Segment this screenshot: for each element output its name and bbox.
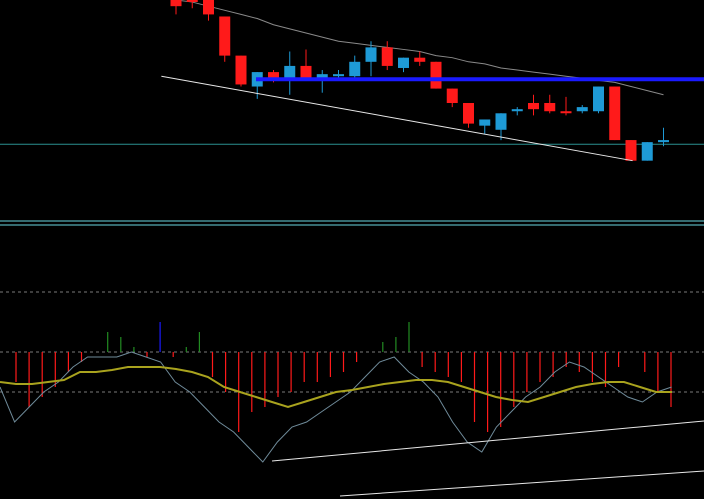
candle-body <box>609 86 621 141</box>
candle <box>528 94 539 116</box>
candle-body <box>316 74 328 81</box>
support-trendline <box>161 75 633 162</box>
candle-body <box>495 113 507 130</box>
candle <box>593 86 604 114</box>
candle-body <box>430 61 442 89</box>
candle <box>284 51 296 95</box>
candle-body <box>576 107 588 112</box>
candle <box>609 86 621 141</box>
candle <box>365 41 377 77</box>
candle-body <box>300 65 312 79</box>
candle <box>495 113 507 141</box>
candle-body <box>593 86 604 112</box>
candle-body <box>625 140 637 161</box>
candle <box>544 94 556 114</box>
candle <box>235 55 247 87</box>
candle-body <box>560 111 572 114</box>
signal-line <box>0 366 672 409</box>
candle <box>446 88 458 108</box>
candle <box>381 41 393 71</box>
candle <box>398 57 409 73</box>
candle-body <box>658 140 669 143</box>
candle <box>170 0 182 15</box>
candle-body <box>170 0 182 7</box>
candle-body <box>641 142 653 161</box>
candle <box>300 49 312 81</box>
candle <box>186 0 198 9</box>
candle-body <box>349 61 361 77</box>
candle-body <box>528 103 539 110</box>
candle <box>576 105 588 114</box>
oscillator-panel <box>0 291 704 497</box>
candle <box>463 103 474 128</box>
candle-body <box>381 47 393 66</box>
candle <box>349 55 361 81</box>
candle <box>316 70 328 93</box>
candle <box>511 107 523 116</box>
oscillator-line <box>0 351 672 463</box>
candle <box>333 70 344 79</box>
candle-body <box>511 109 523 112</box>
panel-separators <box>0 220 704 226</box>
candle <box>479 119 491 134</box>
candle-body <box>544 103 556 112</box>
candle-body <box>365 47 377 62</box>
oscillator-trendline <box>339 470 704 497</box>
candle-body <box>463 103 474 124</box>
candle <box>430 61 442 89</box>
candle <box>414 51 426 66</box>
candle <box>219 16 231 62</box>
candle-body <box>235 55 247 85</box>
candle-body <box>414 57 426 62</box>
candle-body <box>268 72 279 79</box>
candle-body <box>479 119 491 126</box>
candle <box>560 96 572 116</box>
candle-body <box>333 74 344 77</box>
candle-body <box>203 0 214 15</box>
candle-body <box>446 88 458 103</box>
candle <box>203 0 214 21</box>
candle-body <box>186 0 198 2</box>
candle-body <box>398 57 409 68</box>
candle-body <box>284 65 296 79</box>
candle <box>641 142 653 161</box>
price-panel <box>0 0 704 162</box>
candle-body <box>219 16 231 56</box>
candle <box>658 127 669 147</box>
oscillator-trendline <box>271 420 704 462</box>
candle <box>625 140 637 161</box>
